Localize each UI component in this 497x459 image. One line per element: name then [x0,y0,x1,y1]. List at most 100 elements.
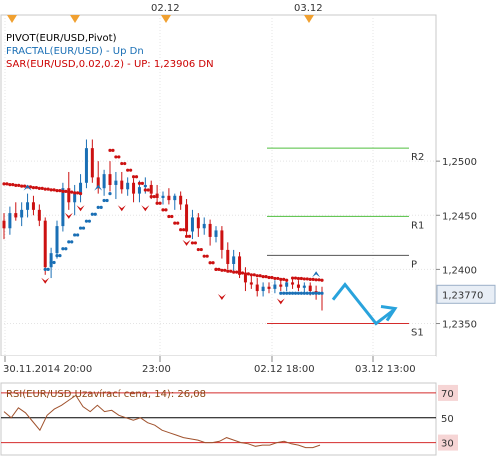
sar-dot [55,254,59,258]
sar-dot [52,188,56,192]
pivot-label-r2: R2 [411,152,424,163]
sar-dot [273,276,277,281]
sar-dot [290,291,295,295]
candle-body [179,195,183,205]
sar-dot [76,191,80,195]
sar-dot [223,268,227,272]
sar-dot [126,168,130,172]
candle-body [90,148,94,178]
candle-body [255,284,259,292]
fractal-down-marker [182,239,191,246]
sar-dot [129,168,133,172]
sar-dot [182,228,186,232]
sar-dot [49,188,53,192]
sar-dot [123,161,127,166]
candle-body [31,202,35,210]
sar-dot [152,195,156,199]
date-marker-triangle [7,15,17,23]
sar-dot [190,241,195,245]
sar-dot [28,185,33,189]
sar-dot [20,184,24,188]
sar-dot [296,291,301,295]
sar-dot [229,269,233,273]
sar-dot [81,226,86,230]
candle-body [102,174,106,189]
candle-body [55,226,59,254]
sar-dot [55,189,59,193]
sar-dot [237,271,242,275]
sar-dot [285,291,289,295]
candle-body [232,256,236,264]
fractal-down-marker [141,205,150,212]
candle-body [220,230,224,250]
sar-dot [199,247,203,252]
sar-dot [64,189,68,193]
sar-dot [5,182,9,186]
sar-dot [52,260,56,265]
current-price-label: 1,23770 [442,290,483,301]
candle-body [84,148,88,183]
candle-body [26,202,30,210]
sar-dot [164,208,168,212]
candle-body [261,286,265,292]
candle-body [2,220,6,229]
sar-dot [90,212,94,216]
y-tick-label: 1,2500 [442,157,477,168]
sar-dot [314,291,318,295]
sar-dot [61,247,65,251]
sar-dot [108,192,112,196]
x-axis-area [0,356,436,376]
candle-body [137,187,141,194]
sar-dot [37,186,41,190]
candle-body [161,195,165,198]
sar-dot [143,188,147,192]
sar-dot [49,260,53,265]
candle-body [238,256,242,275]
sar-dot [105,198,109,203]
fractal-down-marker [64,212,73,219]
sar-dot [173,221,177,225]
sar-dot [187,234,192,238]
sar-dot [179,228,183,232]
sar-dot [40,186,44,190]
sar-dot [131,175,136,179]
x-tick-label: 02.12 18:00 [254,364,315,375]
sar-dot [308,277,312,281]
sar-dot [299,276,303,281]
sar-dot [78,226,83,230]
sar-dot [34,186,38,190]
candle-body [96,177,100,189]
sar-dot [317,291,321,295]
sar-dot [43,267,47,271]
candle-body [226,249,230,264]
candle-body [132,182,136,194]
sar-dot [2,182,6,186]
sar-dot [293,276,298,280]
candle-body [8,213,12,229]
sar-dot [261,275,265,279]
date-marker-label: 03.12 [294,3,323,14]
sar-dot [99,205,103,209]
sar-dot [240,271,245,275]
fractal-down-marker [276,298,285,305]
candle-body [214,230,218,237]
projection-arrow-head [380,305,398,322]
sar-dot [196,247,200,252]
sar-dot [84,219,89,223]
sar-dot [264,275,268,279]
sar-dot [320,291,324,295]
sar-dot [108,148,112,152]
candle-body [14,213,18,218]
sar-dot [155,201,159,205]
y-tick-label: 1,2350 [442,320,477,331]
sar-dot [193,241,197,245]
sar-dot [279,291,283,295]
sar-dot [120,161,124,166]
sar-dot [14,183,18,187]
sar-dot [140,181,144,185]
sar-dot [317,278,321,282]
sar-dot [211,261,215,265]
sar-dot [67,190,71,194]
sar-dot [78,192,83,196]
price-plot-area [0,14,437,357]
